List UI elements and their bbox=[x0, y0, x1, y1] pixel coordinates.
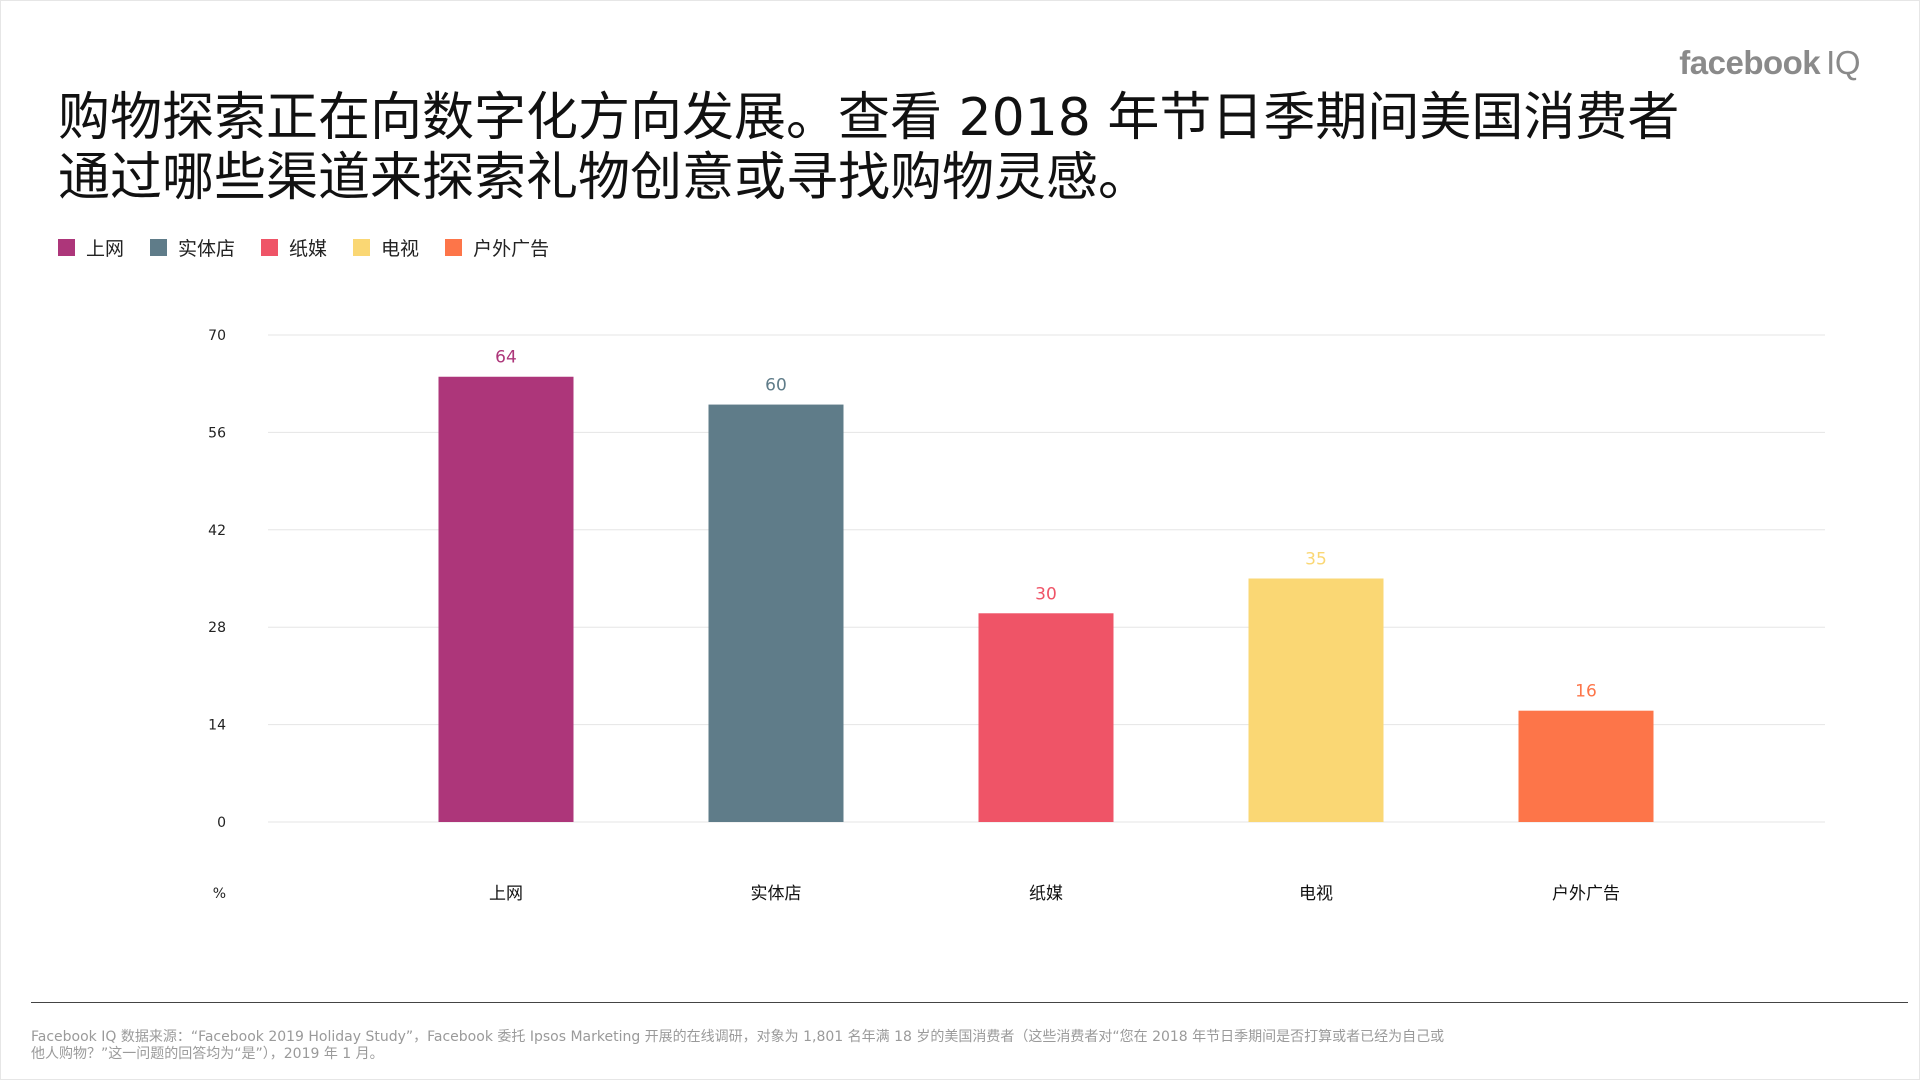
y-tick-label: 28 bbox=[208, 620, 226, 636]
bar bbox=[1518, 710, 1654, 822]
source-footnote: Facebook IQ 数据来源：“Facebook 2019 Holiday … bbox=[31, 1029, 1445, 1062]
legend-item: 户外广告 bbox=[445, 234, 549, 261]
legend-swatch bbox=[445, 239, 463, 256]
y-tick-label: 56 bbox=[208, 425, 226, 441]
brand-name: facebook bbox=[1679, 44, 1821, 81]
legend-item: 上网 bbox=[58, 234, 124, 261]
chart-title: 购物探索正在向数字化方向发展。查看 2018 年节日季期间美国消费者 通过哪些渠… bbox=[58, 88, 1758, 208]
data-label: 30 bbox=[1035, 584, 1057, 604]
bar bbox=[438, 376, 574, 822]
data-label: 60 bbox=[765, 376, 787, 396]
bar-chart: 0 14 28 42 56 70% 64 上网 60 实体店 30 纸媒 35 电视 16 户外广告 bbox=[208, 328, 1825, 904]
title-line-1: 购物探索正在向数字化方向发展。查看 2018 年节日季期间美国消费者 bbox=[58, 88, 1680, 148]
legend-item: 纸媒 bbox=[261, 234, 327, 261]
data-label: 64 bbox=[495, 348, 517, 368]
bar bbox=[1248, 578, 1384, 822]
brand-suffix: IQ bbox=[1826, 44, 1860, 81]
legend-swatch bbox=[353, 239, 371, 256]
x-tick-label: 纸媒 bbox=[1029, 884, 1063, 904]
data-label: 35 bbox=[1305, 550, 1327, 570]
legend-item: 实体店 bbox=[150, 234, 235, 261]
data-label: 16 bbox=[1575, 682, 1597, 702]
legend-label: 电视 bbox=[381, 238, 420, 260]
y-tick-label: 70 bbox=[208, 328, 226, 344]
y-tick-label: 0 bbox=[217, 815, 226, 831]
legend-swatch bbox=[261, 239, 279, 256]
y-tick-label: 42 bbox=[208, 523, 226, 539]
x-tick-label: 上网 bbox=[489, 884, 523, 904]
legend-label: 纸媒 bbox=[289, 238, 328, 260]
x-tick-label: 户外广告 bbox=[1552, 884, 1620, 904]
chart-legend: 上网 实体店 纸媒 电视 户外广告 bbox=[58, 234, 575, 261]
legend-label: 户外广告 bbox=[473, 238, 550, 260]
legend-label: 实体店 bbox=[178, 238, 236, 260]
y-axis-label: % bbox=[213, 886, 226, 902]
y-tick-label: 14 bbox=[208, 718, 226, 734]
legend-item: 电视 bbox=[353, 234, 419, 261]
bar bbox=[978, 613, 1114, 822]
legend-label: 上网 bbox=[86, 238, 125, 260]
legend-swatch bbox=[58, 239, 75, 256]
footer-divider bbox=[31, 1002, 1908, 1003]
facebook-iq-logo: facebook IQ bbox=[1679, 44, 1860, 82]
title-line-2: 通过哪些渠道来探索礼物创意或寻找购物灵感。 bbox=[58, 148, 1151, 208]
x-tick-label: 电视 bbox=[1299, 884, 1333, 904]
legend-swatch bbox=[150, 239, 168, 256]
x-tick-label: 实体店 bbox=[751, 884, 802, 904]
bar bbox=[708, 404, 844, 822]
